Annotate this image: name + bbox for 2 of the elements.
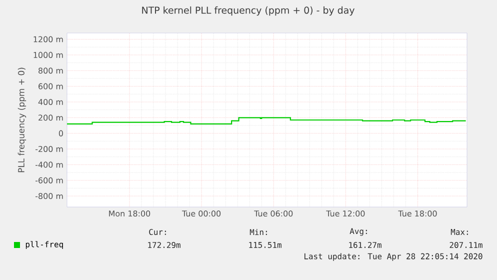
chart-title: NTP kernel PLL frequency (ppm + 0) - by day — [142, 6, 354, 16]
y-axis-title: PLL frequency (ppm + 0) — [18, 68, 26, 172]
